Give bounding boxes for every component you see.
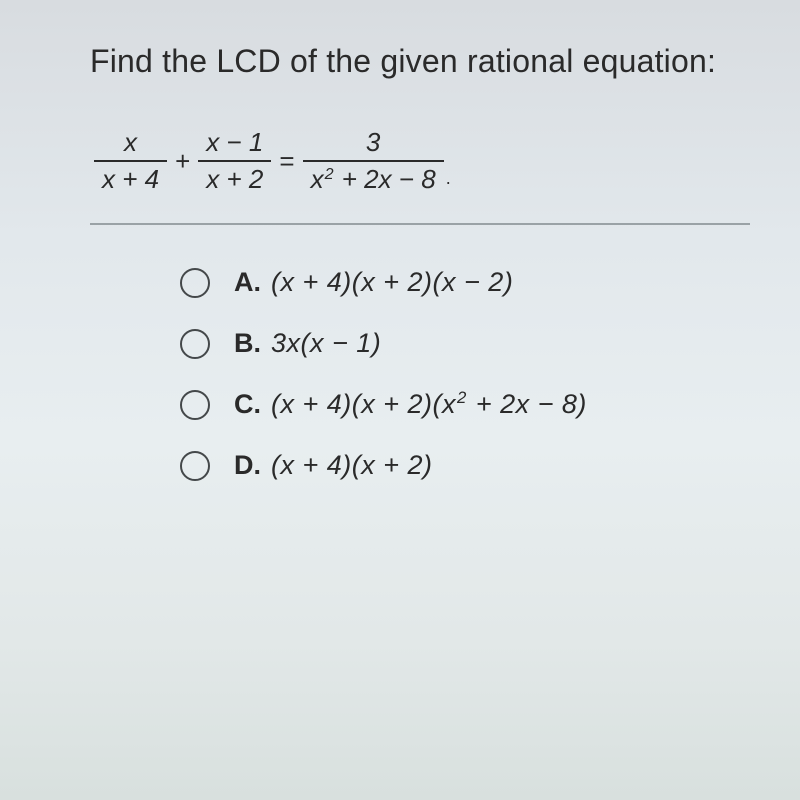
option-d-label: D. xyxy=(234,450,261,481)
frac2-num: x − 1 xyxy=(198,127,271,160)
question-text: Find the LCD of the given rational equat… xyxy=(90,40,750,83)
option-a-expr: (x + 4)(x + 2)(x − 2) xyxy=(271,267,513,298)
option-d-expr: (x + 4)(x + 2) xyxy=(271,450,433,481)
options-container: A. (x + 4)(x + 2)(x − 2) B. 3x(x − 1) C.… xyxy=(180,267,750,481)
radio-c[interactable] xyxy=(180,390,210,420)
option-c-exp: 2 xyxy=(457,388,467,407)
equation: x x + 4 + x − 1 x + 2 = 3 x2 + 2x − 8 . xyxy=(94,127,750,195)
option-d[interactable]: D. (x + 4)(x + 2) xyxy=(180,450,750,481)
frac3-den-post: + 2x − 8 xyxy=(335,164,436,194)
frac3-den: x2 + 2x − 8 xyxy=(303,162,444,195)
equals-op: = xyxy=(279,146,294,177)
option-c[interactable]: C. (x + 4)(x + 2)(x2 + 2x − 8) xyxy=(180,389,750,420)
option-c-expr: (x + 4)(x + 2)(x2 + 2x − 8) xyxy=(271,389,587,420)
option-a[interactable]: A. (x + 4)(x + 2)(x − 2) xyxy=(180,267,750,298)
fraction-3: 3 x2 + 2x − 8 xyxy=(303,127,444,195)
option-a-label: A. xyxy=(234,267,261,298)
option-b-label: B. xyxy=(234,328,261,359)
fraction-1: x x + 4 xyxy=(94,127,167,195)
option-c-pre: (x + 4)(x + 2)(x xyxy=(271,389,456,419)
plus-op: + xyxy=(175,146,190,177)
frac1-den: x + 4 xyxy=(94,162,167,195)
frac3-den-pre: x xyxy=(311,164,324,194)
option-b[interactable]: B. 3x(x − 1) xyxy=(180,328,750,359)
fraction-2: x − 1 x + 2 xyxy=(198,127,271,195)
option-c-post: + 2x − 8) xyxy=(468,389,587,419)
option-b-expr: 3x(x − 1) xyxy=(271,328,381,359)
frac3-num: 3 xyxy=(358,127,388,160)
option-c-label: C. xyxy=(234,389,261,420)
frac1-num: x xyxy=(116,127,145,160)
equation-period: . xyxy=(446,168,451,195)
frac2-den: x + 2 xyxy=(198,162,271,195)
radio-d[interactable] xyxy=(180,451,210,481)
frac3-den-exp: 2 xyxy=(325,165,334,183)
radio-b[interactable] xyxy=(180,329,210,359)
section-divider xyxy=(90,223,750,225)
radio-a[interactable] xyxy=(180,268,210,298)
